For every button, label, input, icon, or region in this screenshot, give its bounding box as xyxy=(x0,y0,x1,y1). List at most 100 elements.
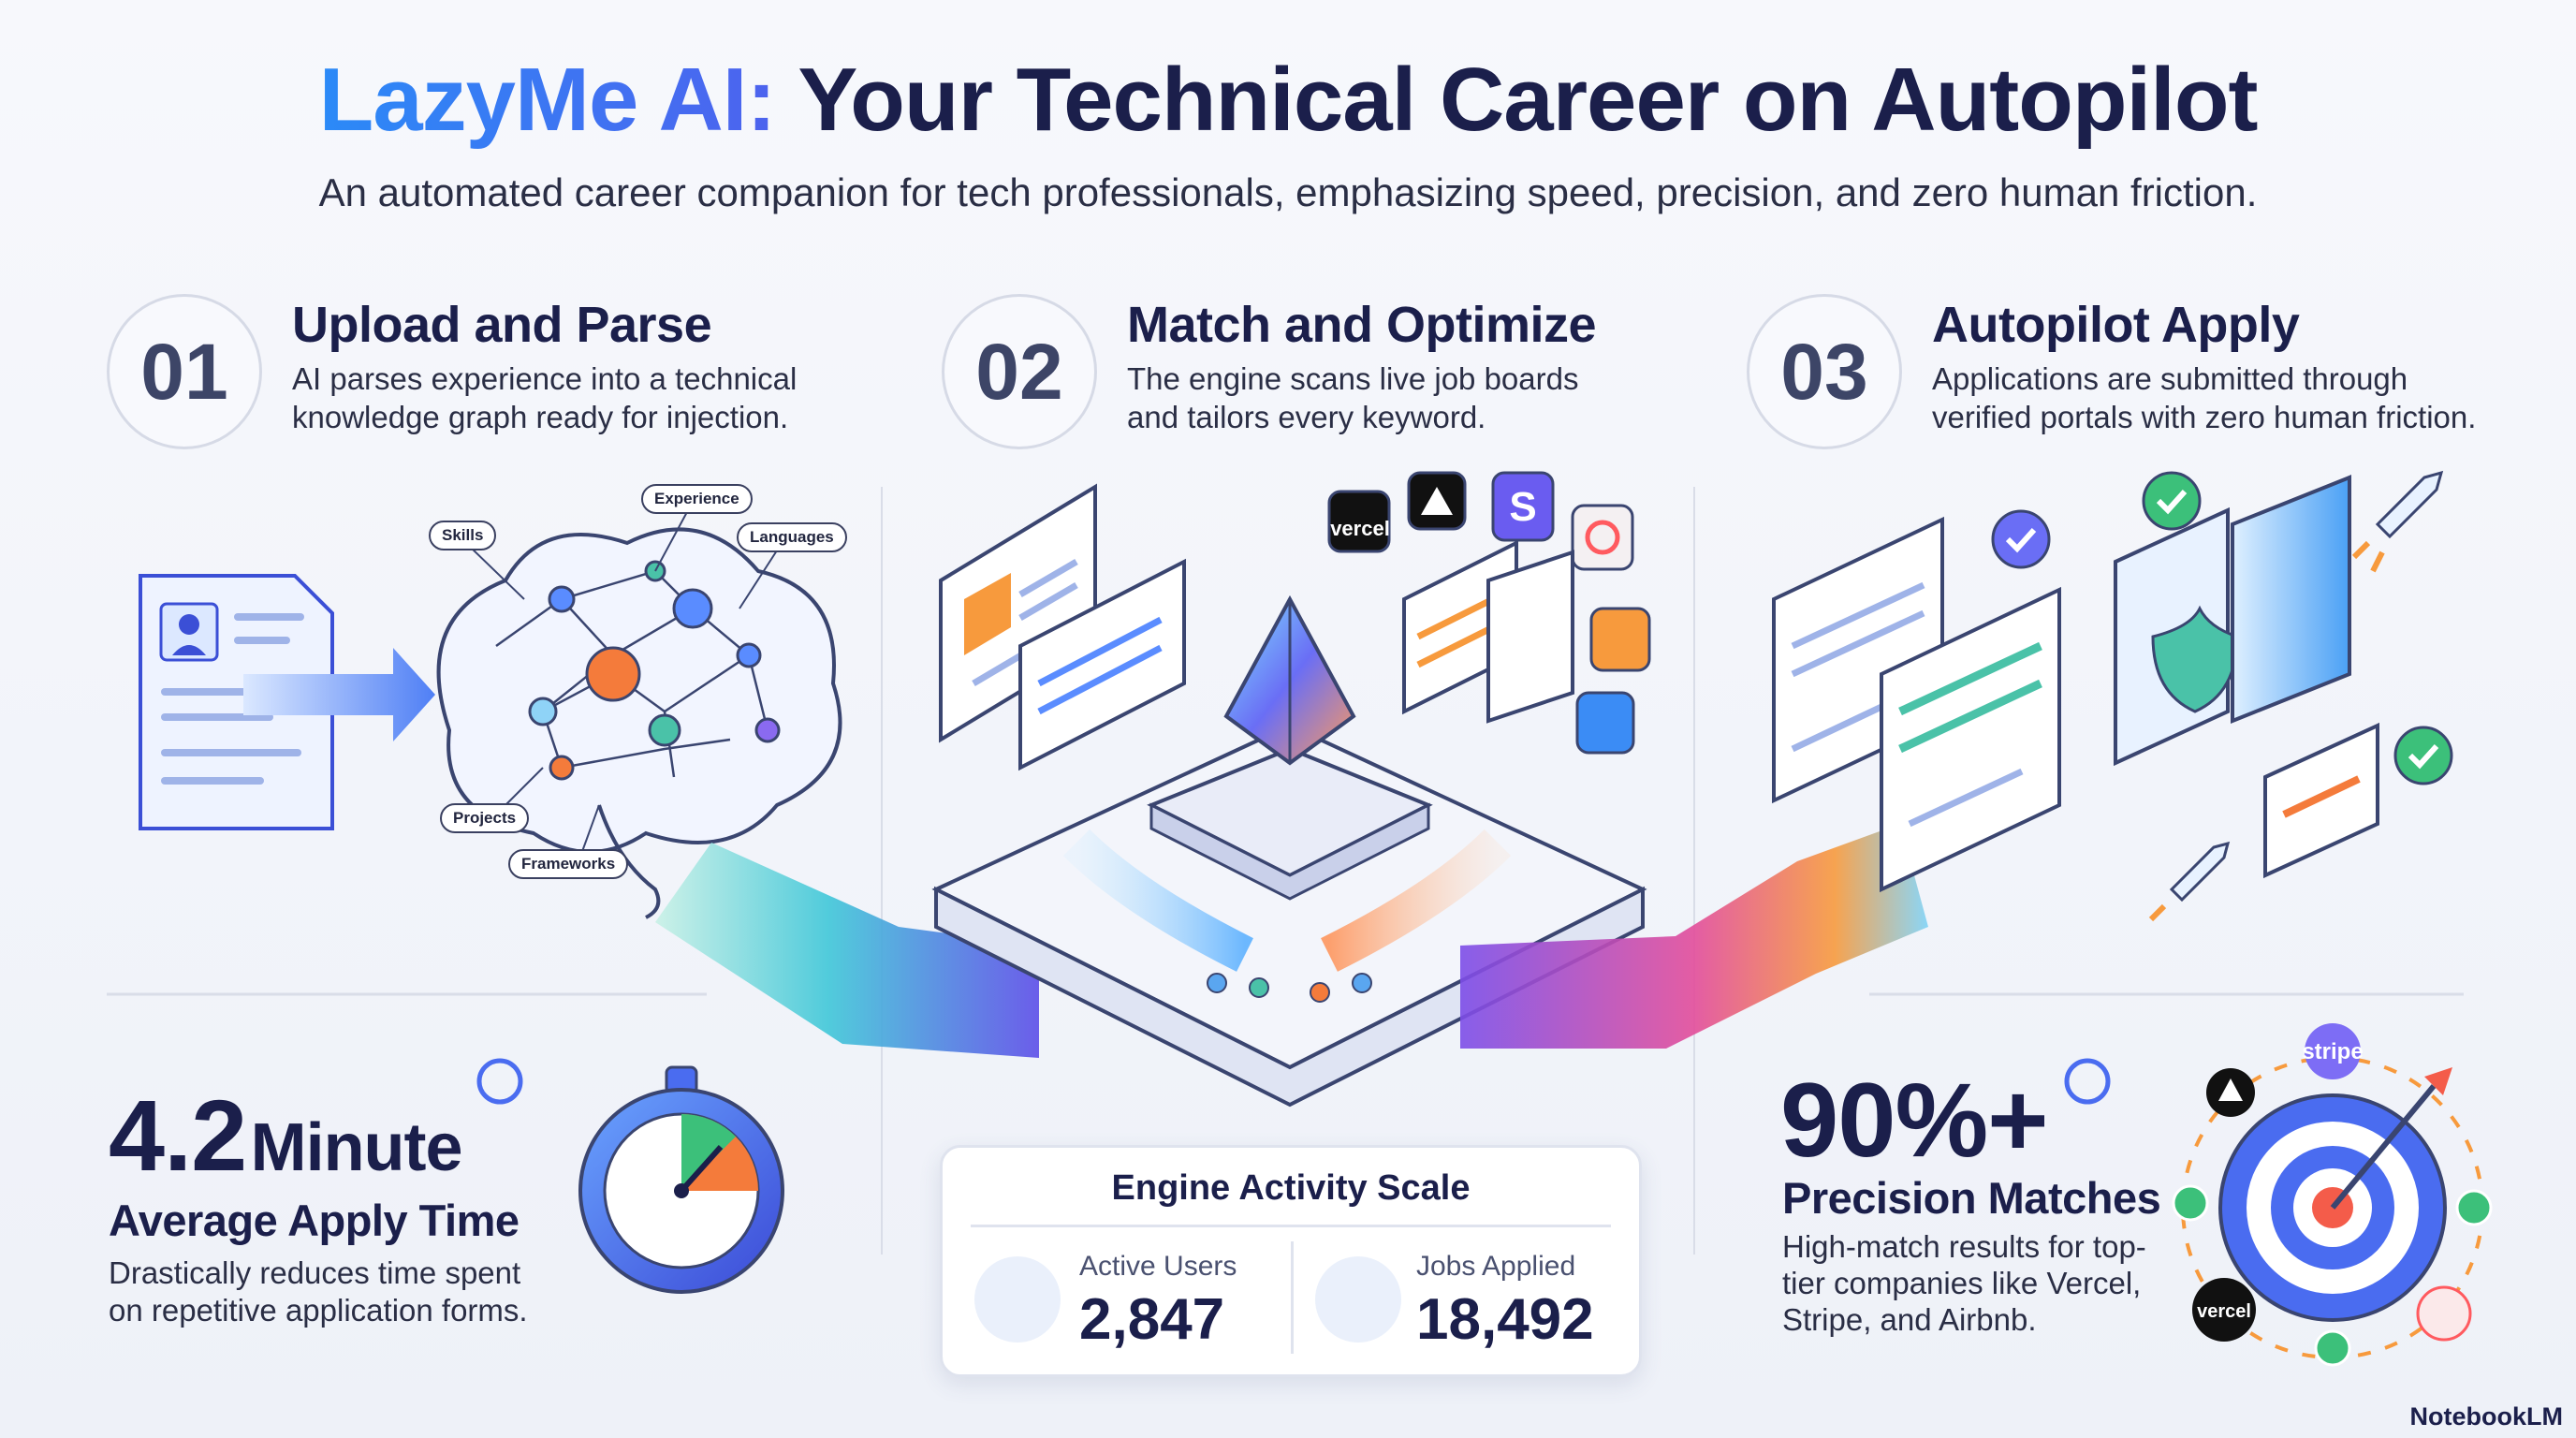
step-title: Autopilot Apply xyxy=(1932,297,2300,353)
graph-label: Languages xyxy=(737,522,847,552)
stopwatch-part xyxy=(674,1183,689,1198)
brain-network-part xyxy=(579,804,600,858)
check-badges-part xyxy=(2142,471,2202,531)
stat-label: Average Apply Time xyxy=(109,1196,520,1245)
brain-network-part xyxy=(672,588,713,629)
panel-rule xyxy=(971,1225,1611,1227)
brain-network-part xyxy=(754,717,781,743)
target-part xyxy=(2064,1058,2111,1105)
target-part xyxy=(2455,1189,2493,1226)
brain-network-part xyxy=(585,646,641,702)
brain-network-part xyxy=(548,585,576,613)
application-windows-part xyxy=(1898,641,2042,754)
resume-document xyxy=(139,574,435,830)
engine-platform-part xyxy=(1207,973,1372,1003)
logo-label: vercel xyxy=(1330,517,1390,540)
engine-platform-part xyxy=(1321,829,1512,972)
step-number: 01 xyxy=(107,294,262,449)
app-icons-part xyxy=(1327,490,1391,553)
app-icons-part xyxy=(1575,691,1635,755)
resume-document-part xyxy=(161,777,264,785)
engine-platform-part xyxy=(1149,802,1430,901)
step-description: AI parses experience into a technical kn… xyxy=(292,361,798,434)
check-badges-part xyxy=(1991,509,2051,569)
resume-document-part xyxy=(179,614,199,635)
brain-network-part xyxy=(528,697,558,726)
engine-platform-part xyxy=(1062,829,1253,972)
stat-value: 4.2 xyxy=(109,1078,247,1192)
resume-document-part xyxy=(234,613,304,621)
app-icons-part xyxy=(1571,504,1634,571)
step-number: 02 xyxy=(942,294,1097,449)
stopwatch-part xyxy=(679,1145,724,1193)
application-windows-part xyxy=(2282,775,2361,818)
app-icons-part xyxy=(1585,520,1620,555)
rockets xyxy=(2148,470,2444,922)
job-board-windows-part xyxy=(1018,558,1186,771)
engine-platform-part xyxy=(1352,973,1372,993)
rockets-part xyxy=(2351,540,2385,573)
step-description: The engine scans live job boards and tai… xyxy=(1127,361,1579,434)
check-badges-part xyxy=(2005,489,2439,770)
ribbon-left-part xyxy=(655,843,1039,1058)
app-icons-part xyxy=(1491,471,1555,542)
logo-label: stripe xyxy=(2302,1039,2363,1064)
step-title: Match and Optimize xyxy=(1127,297,1597,353)
application-windows xyxy=(1772,475,2379,893)
app-icons-part xyxy=(1486,550,1574,724)
title-rest: Your Technical Career on Autopilot xyxy=(798,50,2258,150)
engine-platform-part xyxy=(1310,982,1330,1003)
graph-label: Projects xyxy=(440,803,530,833)
graph-label: Skills xyxy=(429,521,497,550)
prism xyxy=(1223,594,1356,766)
rockets-part xyxy=(2169,841,2231,902)
check-badges-part xyxy=(2393,726,2453,785)
brain-network xyxy=(436,509,842,919)
target-part xyxy=(2218,1078,2243,1101)
brain-network-part xyxy=(549,755,575,781)
app-icons-part xyxy=(1589,607,1651,672)
engine-panel: Engine Activity Scale Active Users 2,847… xyxy=(940,1145,1642,1377)
step-title: Upload and Parse xyxy=(292,297,712,353)
app-icons xyxy=(1327,471,1651,755)
logo-label: vercel xyxy=(2197,1301,2251,1322)
users-icon xyxy=(974,1256,1061,1343)
brain-network-part xyxy=(597,804,661,919)
check-badges xyxy=(1991,471,2453,785)
target-part xyxy=(2330,1084,2437,1210)
subtitle: An automated career companion for tech p… xyxy=(318,170,2258,214)
ribbon-right-part xyxy=(1460,824,1928,1049)
jobs-icon xyxy=(1315,1256,1401,1343)
stat-value: 90%+ xyxy=(1780,1062,2049,1179)
engine-platform-part xyxy=(1249,977,1269,998)
brain-network-part xyxy=(654,509,689,572)
footer-brand: NotebookLM xyxy=(2409,1402,2563,1431)
rockets-part xyxy=(2375,470,2444,539)
panel-title: Engine Activity Scale xyxy=(1111,1168,1471,1208)
application-windows-part xyxy=(1791,581,1925,753)
graph-label: Experience xyxy=(641,484,753,514)
resume-document-part xyxy=(172,645,206,655)
engine-platform-part xyxy=(1207,973,1227,993)
target-part xyxy=(2314,1329,2351,1367)
brain-network-part xyxy=(467,544,525,600)
graph-label: Frameworks xyxy=(508,849,629,879)
job-board-windows xyxy=(939,483,1186,771)
title-brand: LazyMe AI: xyxy=(318,50,777,150)
target-part xyxy=(2416,1285,2472,1342)
resume-document-part xyxy=(234,637,290,644)
logo-label: S xyxy=(1509,484,1536,530)
target xyxy=(2064,1023,2493,1367)
resume-document-part xyxy=(243,648,435,741)
app-icons-part xyxy=(1421,487,1453,515)
ribbon-right xyxy=(1460,824,1928,1049)
stopwatch xyxy=(476,1058,784,1294)
target-part xyxy=(2172,1184,2493,1367)
application-windows-part xyxy=(1908,768,2024,828)
stat-unit: Minute xyxy=(250,1110,463,1185)
stat-description: High-match results for top-tier companie… xyxy=(1782,1229,2146,1337)
brain-network-part xyxy=(739,550,778,609)
metric-value: 2,847 xyxy=(1079,1287,1225,1352)
metric-label: Jobs Applied xyxy=(1416,1251,1576,1282)
